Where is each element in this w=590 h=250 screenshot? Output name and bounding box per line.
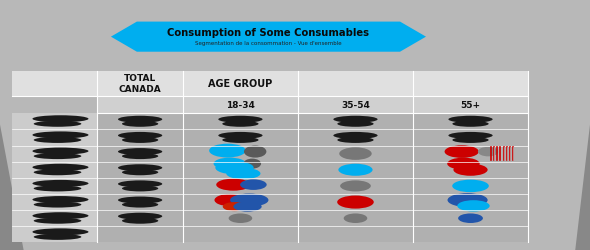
Ellipse shape xyxy=(34,121,81,127)
Ellipse shape xyxy=(209,144,245,158)
Ellipse shape xyxy=(445,146,479,158)
Ellipse shape xyxy=(453,138,489,143)
Text: Segmentation de la consommation - Vue d'ensemble: Segmentation de la consommation - Vue d'… xyxy=(195,41,342,46)
Ellipse shape xyxy=(32,116,88,123)
Ellipse shape xyxy=(118,181,162,188)
Ellipse shape xyxy=(118,116,162,123)
Ellipse shape xyxy=(448,132,493,140)
Ellipse shape xyxy=(118,132,162,140)
Ellipse shape xyxy=(32,212,88,219)
Ellipse shape xyxy=(226,168,261,179)
Text: 35-54: 35-54 xyxy=(341,100,370,110)
Ellipse shape xyxy=(122,186,158,192)
Ellipse shape xyxy=(32,196,88,203)
Polygon shape xyxy=(12,71,528,96)
Ellipse shape xyxy=(218,132,263,140)
Ellipse shape xyxy=(339,148,372,160)
Text: Consumption of Some Consumables: Consumption of Some Consumables xyxy=(168,28,369,38)
Polygon shape xyxy=(97,96,528,114)
Ellipse shape xyxy=(337,138,373,143)
Ellipse shape xyxy=(218,116,263,123)
Ellipse shape xyxy=(34,138,81,143)
Ellipse shape xyxy=(32,180,88,187)
Ellipse shape xyxy=(118,197,162,204)
Ellipse shape xyxy=(122,202,158,208)
Text: 18-34: 18-34 xyxy=(226,100,255,110)
Ellipse shape xyxy=(214,194,245,206)
Ellipse shape xyxy=(34,154,81,160)
Ellipse shape xyxy=(343,214,367,223)
Ellipse shape xyxy=(214,158,246,170)
Polygon shape xyxy=(111,22,426,52)
Text: AGE GROUP: AGE GROUP xyxy=(208,79,273,89)
Ellipse shape xyxy=(478,147,499,157)
Ellipse shape xyxy=(122,218,158,224)
Ellipse shape xyxy=(34,202,81,208)
Ellipse shape xyxy=(122,138,158,143)
Ellipse shape xyxy=(32,164,88,171)
Polygon shape xyxy=(97,114,528,242)
Ellipse shape xyxy=(230,194,268,207)
Ellipse shape xyxy=(118,164,162,172)
Ellipse shape xyxy=(118,213,162,220)
Ellipse shape xyxy=(233,202,262,212)
Ellipse shape xyxy=(34,186,81,192)
Ellipse shape xyxy=(447,158,480,170)
Ellipse shape xyxy=(447,194,487,207)
Ellipse shape xyxy=(337,196,374,209)
Ellipse shape xyxy=(240,180,267,190)
Ellipse shape xyxy=(458,214,483,223)
Ellipse shape xyxy=(340,181,371,192)
Ellipse shape xyxy=(216,179,250,191)
Ellipse shape xyxy=(32,228,88,235)
Ellipse shape xyxy=(243,159,261,169)
Ellipse shape xyxy=(122,154,158,160)
Ellipse shape xyxy=(333,132,378,140)
Ellipse shape xyxy=(34,170,81,175)
Ellipse shape xyxy=(452,180,489,192)
Ellipse shape xyxy=(453,164,487,176)
Ellipse shape xyxy=(453,121,489,127)
Ellipse shape xyxy=(339,164,373,176)
Ellipse shape xyxy=(222,138,258,143)
Polygon shape xyxy=(12,114,109,242)
Ellipse shape xyxy=(215,162,254,174)
Ellipse shape xyxy=(244,146,266,158)
Text: 55+: 55+ xyxy=(460,100,481,110)
Text: TOTAL
CANADA: TOTAL CANADA xyxy=(119,74,162,94)
Ellipse shape xyxy=(457,200,490,212)
Ellipse shape xyxy=(122,170,158,175)
Ellipse shape xyxy=(222,121,258,127)
Ellipse shape xyxy=(34,234,81,240)
Ellipse shape xyxy=(122,121,158,127)
Ellipse shape xyxy=(34,218,81,224)
Ellipse shape xyxy=(118,148,162,156)
Ellipse shape xyxy=(228,214,253,223)
Ellipse shape xyxy=(448,116,493,123)
Ellipse shape xyxy=(337,121,373,127)
Ellipse shape xyxy=(32,132,88,139)
Ellipse shape xyxy=(222,202,247,211)
Ellipse shape xyxy=(32,148,88,155)
Ellipse shape xyxy=(333,116,378,123)
